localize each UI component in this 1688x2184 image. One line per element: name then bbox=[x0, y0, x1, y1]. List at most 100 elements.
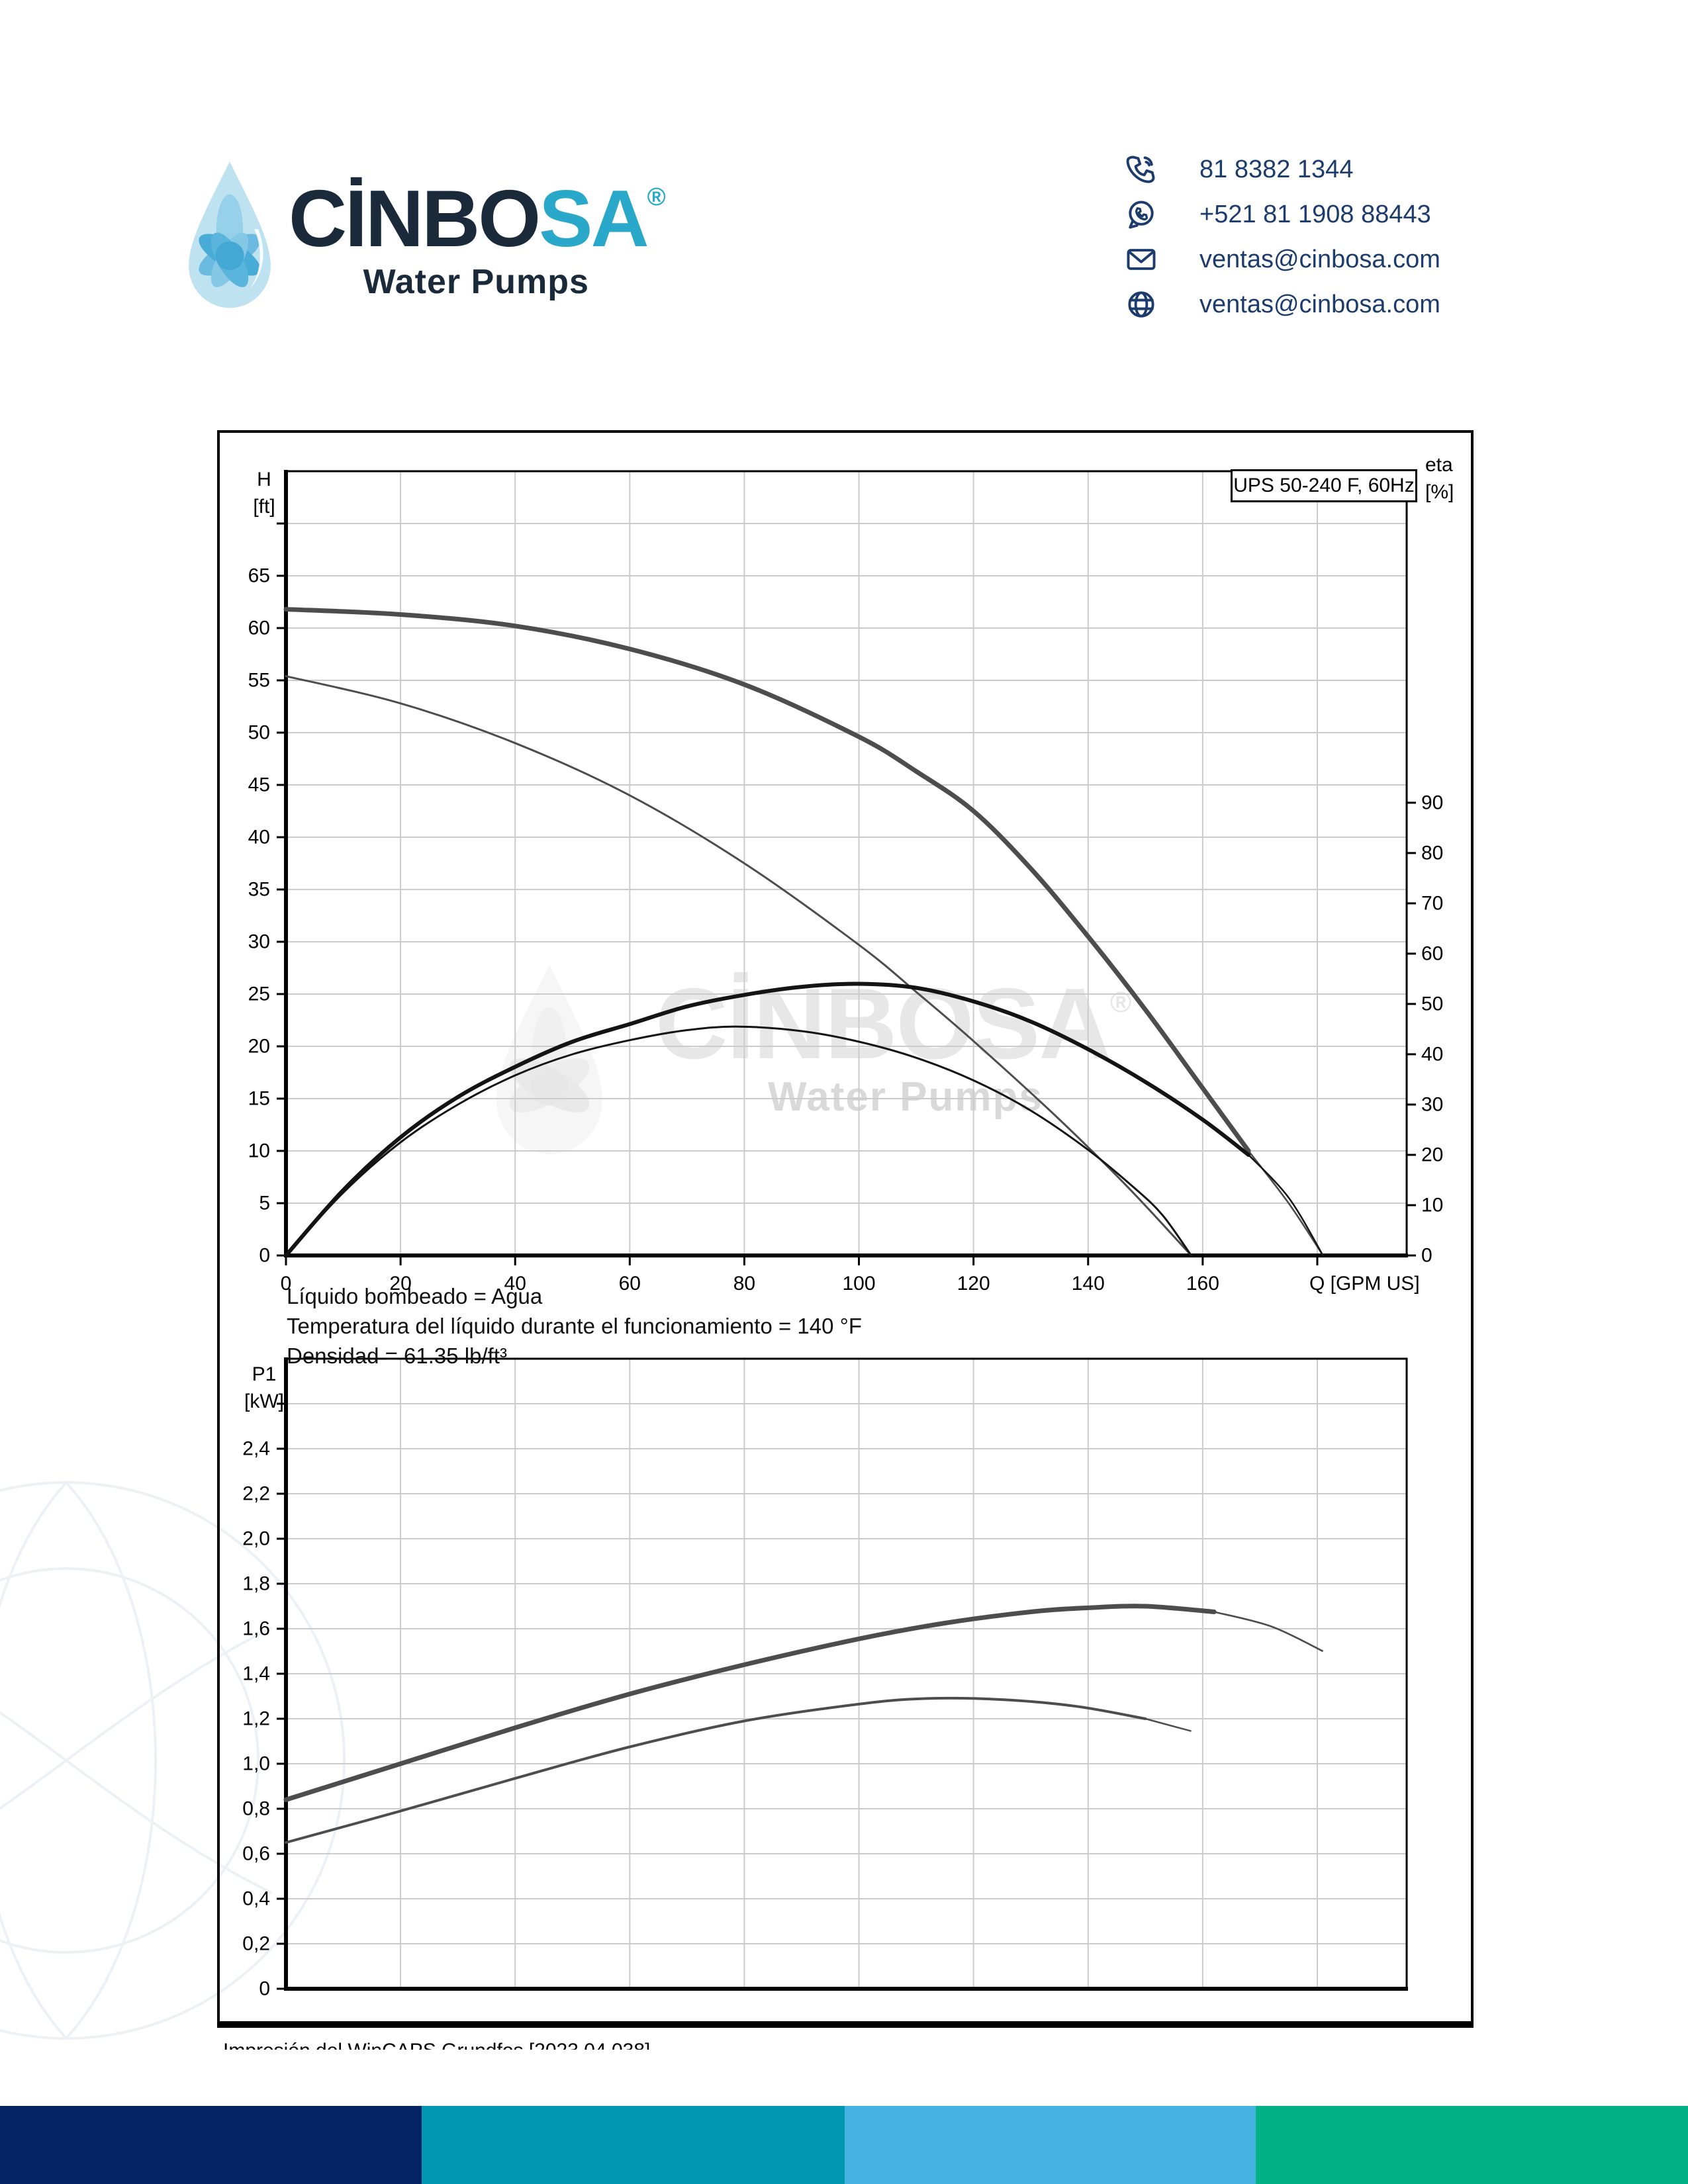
contact-label[interactable]: 81 8382 1344 bbox=[1199, 155, 1354, 183]
green-bar bbox=[1256, 2106, 1688, 2184]
svg-text:120: 120 bbox=[957, 1273, 990, 1295]
svg-text:70: 70 bbox=[1421, 892, 1443, 914]
registered-mark: ® bbox=[647, 183, 666, 211]
logo-wordmark-accent: SA bbox=[539, 173, 649, 263]
svg-text:30: 30 bbox=[1421, 1093, 1443, 1115]
svg-text:40: 40 bbox=[1421, 1043, 1443, 1065]
svg-text:60: 60 bbox=[248, 617, 270, 639]
print-footer-text: Impresión del WinCAPS Grundfos [2023.04.… bbox=[223, 2040, 1216, 2050]
contact-label[interactable]: ventas@cinbosa.com bbox=[1199, 245, 1440, 273]
svg-text:H: H bbox=[257, 469, 271, 490]
svg-text:0,8: 0,8 bbox=[242, 1798, 270, 1820]
page-edge-watermark bbox=[0, 1481, 346, 2040]
svg-text:[kW]: [kW] bbox=[244, 1390, 284, 1412]
note-line: Temperatura del líquido durante el funci… bbox=[287, 1314, 862, 1338]
svg-text:0,2: 0,2 bbox=[242, 1933, 270, 1955]
svg-text:10: 10 bbox=[1421, 1194, 1443, 1216]
contact-row: ventas@cinbosa.com bbox=[1124, 282, 1440, 327]
svg-text:eta: eta bbox=[1425, 454, 1453, 476]
svg-text:90: 90 bbox=[1421, 792, 1443, 813]
eta-curve-min-speed bbox=[285, 1025, 1193, 1257]
p1-curve-min-speed-tail bbox=[1145, 1717, 1192, 1732]
svg-text:0,4: 0,4 bbox=[242, 1888, 270, 1910]
svg-text:80: 80 bbox=[1421, 842, 1443, 864]
liquid-notes: Líquido bombeado = Agua Temperatura del l… bbox=[287, 1281, 862, 1371]
phone-icon bbox=[1126, 156, 1155, 183]
svg-text:[%]: [%] bbox=[1425, 481, 1454, 503]
contact-label[interactable]: ventas@cinbosa.com bbox=[1199, 290, 1440, 318]
pump-model-box: UPS 50-240 F, 60Hz bbox=[1231, 469, 1417, 502]
svg-text:50: 50 bbox=[248, 722, 270, 744]
svg-text:65: 65 bbox=[248, 565, 270, 587]
email-icon bbox=[1127, 249, 1156, 270]
svg-text:[ft]: [ft] bbox=[253, 496, 275, 518]
svg-text:20: 20 bbox=[248, 1036, 270, 1058]
svg-text:60: 60 bbox=[1421, 942, 1443, 964]
svg-text:2,2: 2,2 bbox=[242, 1483, 270, 1505]
watermark-line2: Water Pumps bbox=[768, 1074, 1043, 1120]
svg-text:45: 45 bbox=[248, 774, 270, 796]
logo-wordmark-primary: CİNBO bbox=[289, 173, 541, 263]
svg-text:0: 0 bbox=[281, 1273, 292, 1295]
svg-text:0: 0 bbox=[259, 1245, 270, 1267]
p1-curve-max-speed bbox=[283, 1604, 1217, 1802]
svg-text:Q [GPM US]: Q [GPM US] bbox=[1309, 1273, 1420, 1295]
svg-text:100: 100 bbox=[843, 1273, 876, 1295]
svg-text:P1: P1 bbox=[252, 1363, 277, 1385]
eta-curve-max-speed-tail bbox=[1248, 1154, 1324, 1256]
contact-label[interactable]: +521 81 1908 88443 bbox=[1199, 200, 1431, 228]
svg-text:0,6: 0,6 bbox=[242, 1843, 270, 1865]
svg-text:20: 20 bbox=[389, 1273, 411, 1295]
p1-curve-min-speed bbox=[285, 1696, 1147, 1844]
svg-text:0: 0 bbox=[259, 1978, 270, 2000]
logo-tagline: Water Pumps bbox=[363, 263, 589, 301]
contact-row: +521 81 1908 88443 bbox=[1124, 192, 1440, 237]
svg-text:160: 160 bbox=[1186, 1273, 1219, 1295]
svg-text:1,8: 1,8 bbox=[242, 1573, 270, 1595]
document-border bbox=[217, 430, 1474, 2028]
svg-text:5: 5 bbox=[259, 1193, 270, 1214]
p1-curve-max-speed-tail bbox=[1213, 1611, 1324, 1653]
svg-text:1,0: 1,0 bbox=[242, 1753, 270, 1775]
head-curve-max-speed bbox=[283, 607, 1251, 1154]
svg-text:1,6: 1,6 bbox=[242, 1618, 270, 1640]
svg-text:30: 30 bbox=[248, 931, 270, 953]
svg-text:60: 60 bbox=[619, 1273, 641, 1295]
svg-text:20: 20 bbox=[1421, 1144, 1443, 1165]
eta-curve-max-speed bbox=[284, 981, 1251, 1257]
logo: CİNBOSA® Water Pumps bbox=[177, 158, 666, 311]
head-curve-min-speed bbox=[285, 675, 1193, 1257]
contact-row: 81 8382 1344 bbox=[1124, 147, 1440, 192]
svg-text:40: 40 bbox=[504, 1273, 526, 1295]
svg-text:1,2: 1,2 bbox=[242, 1708, 270, 1730]
whatsapp-icon bbox=[1129, 201, 1154, 229]
svg-text:80: 80 bbox=[733, 1273, 755, 1295]
light-blue-bar bbox=[845, 2106, 1256, 2184]
svg-text:40: 40 bbox=[248, 827, 270, 848]
logo-text: CİNBOSA® Water Pumps bbox=[289, 158, 666, 302]
svg-text:50: 50 bbox=[1421, 993, 1443, 1015]
logo-drop-icon bbox=[189, 161, 271, 308]
note-line: Líquido bombeado = Agua bbox=[287, 1284, 543, 1308]
navy-bar bbox=[0, 2106, 422, 2184]
svg-text:25: 25 bbox=[248, 983, 270, 1005]
svg-text:35: 35 bbox=[248, 879, 270, 901]
svg-text:10: 10 bbox=[248, 1140, 270, 1162]
svg-text:2,0: 2,0 bbox=[242, 1528, 270, 1550]
svg-text:1,4: 1,4 bbox=[242, 1663, 270, 1685]
svg-text:0: 0 bbox=[1421, 1245, 1432, 1267]
svg-text:55: 55 bbox=[248, 670, 270, 692]
svg-text:2,4: 2,4 bbox=[242, 1438, 270, 1460]
contact-block: 81 8382 1344 +521 81 1908 88443 ventas@cin… bbox=[1124, 147, 1440, 327]
globe-icon bbox=[1128, 291, 1154, 318]
contact-row: ventas@cinbosa.com bbox=[1124, 237, 1440, 282]
teal-bar bbox=[422, 2106, 845, 2184]
head-curve-max-speed-tail bbox=[1248, 1150, 1324, 1256]
footer-color-bars bbox=[0, 2106, 1688, 2184]
svg-text:140: 140 bbox=[1072, 1273, 1105, 1295]
svg-text:15: 15 bbox=[248, 1088, 270, 1110]
logo-wordmark: CİNBOSA® bbox=[289, 158, 666, 259]
note-line: Densidad = 61.35 lb/ft³ bbox=[287, 1343, 507, 1368]
